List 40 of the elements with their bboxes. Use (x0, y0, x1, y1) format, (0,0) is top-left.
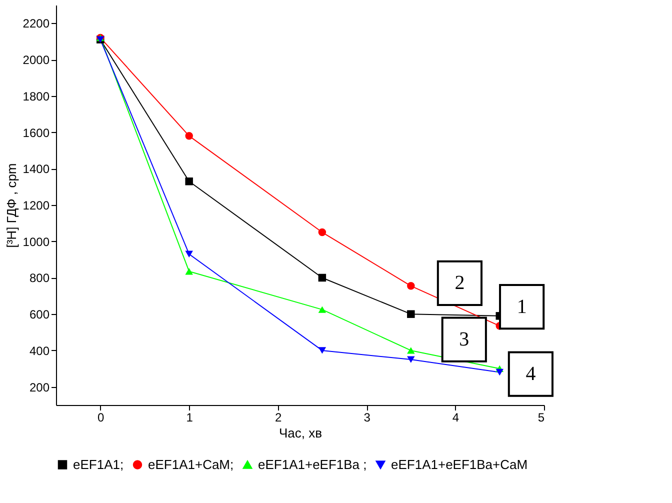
annotation: 4 (526, 363, 536, 386)
legend-label: eEF1A1+eEF1Ba ; (258, 456, 367, 472)
legend-label: eEF1A1+eEF1Ba+CaM (391, 456, 528, 472)
y-tick-label: 600 (29, 308, 50, 322)
point (318, 228, 326, 236)
point (318, 306, 326, 313)
point (185, 250, 193, 258)
point (407, 356, 415, 363)
annotation: 1 (516, 296, 527, 318)
y-tick-label: 1600 (22, 126, 50, 140)
point (185, 268, 193, 275)
point (318, 347, 326, 354)
legend-label: eEF1A1; (73, 456, 124, 472)
y-tick-label: 1800 (22, 89, 50, 104)
x-tick-label: 0 (98, 410, 105, 424)
y-tick-label: 1000 (22, 234, 50, 249)
point (318, 274, 326, 282)
x-tick-label: 4 (452, 410, 460, 424)
point (185, 177, 193, 186)
x-tick-label: 5 (538, 410, 545, 424)
y-axis-title: [³H] ГДФ , cpm (4, 163, 19, 248)
y-tick-label: 800 (29, 271, 50, 286)
y-tick-label: 1200 (22, 198, 50, 212)
legend-label: eEF1A1+CaM; (148, 456, 234, 472)
point (407, 310, 415, 318)
y-tick-label: 2200 (22, 16, 50, 31)
x-tick-label: 3 (364, 410, 371, 424)
x-tick-label: 1 (186, 410, 194, 424)
y-tick-label: 1400 (22, 162, 50, 176)
point (407, 347, 415, 354)
annotation: 3 (459, 328, 470, 351)
annotation: 2 (454, 272, 465, 294)
y-tick-label: 200 (29, 380, 50, 394)
point (496, 368, 504, 376)
y-tick-label: 400 (29, 344, 50, 358)
point (407, 282, 415, 290)
x-axis-title: Час, хв (278, 426, 322, 440)
point (185, 132, 193, 140)
x-tick-label: 2 (274, 410, 282, 424)
y-tick-label: 2000 (22, 53, 50, 68)
